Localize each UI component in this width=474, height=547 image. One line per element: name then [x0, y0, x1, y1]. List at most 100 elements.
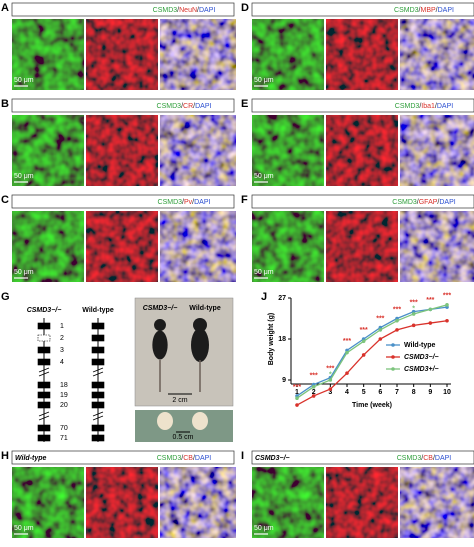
panel-header: CSMD3/GFAP/DAPI — [392, 199, 456, 206]
photo-label: Wild-type — [189, 305, 221, 312]
exon-label: 19 — [60, 392, 68, 399]
legend-marker — [391, 367, 395, 371]
exon — [37, 358, 51, 366]
header-part: CB — [183, 455, 193, 462]
data-point — [295, 396, 299, 401]
micrograph — [252, 19, 324, 90]
exon — [91, 322, 105, 330]
header-part: / — [437, 199, 439, 206]
panel-header-box — [251, 98, 474, 113]
micrograph — [86, 211, 158, 282]
scale-label: 50 μm — [14, 525, 34, 532]
exon-label: 2 — [60, 335, 64, 342]
header-part: / — [193, 455, 195, 462]
data-point — [445, 303, 449, 307]
micrograph — [252, 211, 324, 282]
x-tick-label: 3 — [328, 389, 332, 396]
panel-header-box — [251, 450, 474, 465]
exon-label: 1 — [60, 323, 64, 330]
header-part: / — [435, 103, 437, 110]
header-part: / — [197, 7, 199, 14]
exon-label: 71 — [60, 435, 68, 442]
panel-header: CSMD3/Iba1/DAPI — [395, 103, 453, 110]
x-tick-label: 1 — [295, 389, 299, 396]
micrograph — [86, 115, 158, 186]
x-tick-label: 9 — [428, 389, 432, 396]
panel-label: H — [1, 450, 9, 462]
panel-header-box — [11, 2, 235, 17]
micrograph — [160, 19, 236, 90]
exon-label: 18 — [60, 382, 68, 389]
data-point — [345, 350, 349, 355]
x-tick-label: 10 — [443, 389, 451, 396]
data-point — [311, 394, 316, 398]
header-part: CB — [423, 455, 433, 462]
panel-label: B — [1, 98, 9, 110]
micrograph — [326, 115, 398, 186]
significance: * — [329, 372, 332, 379]
header-part: Pv — [184, 199, 193, 206]
exon — [91, 334, 105, 342]
exon — [91, 391, 105, 399]
panel-header: CSMD3/Pv/DAPI — [158, 199, 211, 206]
header-part: CSMD3 — [394, 7, 419, 14]
panel-header-box — [11, 194, 235, 209]
header-part: DAPI — [438, 7, 454, 14]
photo-label: CSMD3−/− — [143, 305, 178, 312]
mouse-body — [152, 330, 168, 360]
mouse-photo — [134, 297, 234, 407]
header-part: / — [181, 455, 183, 462]
significance: *** — [360, 327, 368, 334]
significance: *** — [326, 366, 334, 373]
scale-label: 50 μm — [254, 525, 274, 532]
exon — [37, 424, 51, 432]
panel-header: CSMD3/CR/DAPI — [157, 103, 212, 110]
y-tick-label: 9 — [282, 377, 286, 384]
mouse-head — [193, 318, 207, 332]
series-line — [296, 306, 448, 397]
panel-label: I — [241, 450, 244, 462]
break-mark — [38, 371, 50, 377]
exon — [37, 381, 51, 389]
micrograph — [400, 467, 474, 538]
significance: *** — [426, 297, 434, 304]
micrograph — [400, 115, 474, 186]
panel-label: F — [241, 194, 248, 206]
mouse-head — [154, 319, 166, 331]
break-mark — [92, 367, 104, 373]
exon-label: 20 — [60, 402, 68, 409]
header-part: CSMD3 — [157, 455, 182, 462]
header-part: GFAP — [419, 199, 438, 206]
data-point — [411, 312, 416, 316]
exon — [91, 424, 105, 432]
panel-label: A — [1, 2, 9, 14]
data-point — [328, 387, 333, 391]
header-part: CSMD3 — [153, 7, 178, 14]
scale-label: 50 μm — [14, 77, 34, 84]
header-part: / — [419, 103, 421, 110]
exon-label: 4 — [60, 359, 64, 366]
panel-header-box — [11, 450, 235, 465]
y-axis-title: Body weight (g) — [268, 313, 275, 366]
data-point — [361, 353, 366, 357]
exon — [37, 391, 51, 399]
significance: *** — [293, 384, 301, 391]
genotype-label: Wild-type — [82, 307, 114, 314]
x-tick-label: 4 — [345, 389, 349, 396]
data-point — [445, 318, 449, 323]
micrograph — [160, 211, 236, 282]
exon — [91, 358, 105, 366]
data-point — [378, 337, 383, 341]
header-part: DAPI — [195, 455, 211, 462]
micrograph — [160, 115, 236, 186]
panel-header-box — [251, 194, 474, 209]
data-point — [295, 403, 299, 407]
header-part: DAPI — [194, 199, 210, 206]
significance: *** — [376, 315, 384, 322]
panel-tag: CSMD3−/− — [255, 455, 290, 462]
break-mark — [38, 367, 50, 373]
data-point — [328, 378, 333, 382]
header-part: CSMD3 — [158, 199, 183, 206]
header-part: CSMD3 — [397, 455, 422, 462]
header-part: MBP — [421, 7, 437, 14]
